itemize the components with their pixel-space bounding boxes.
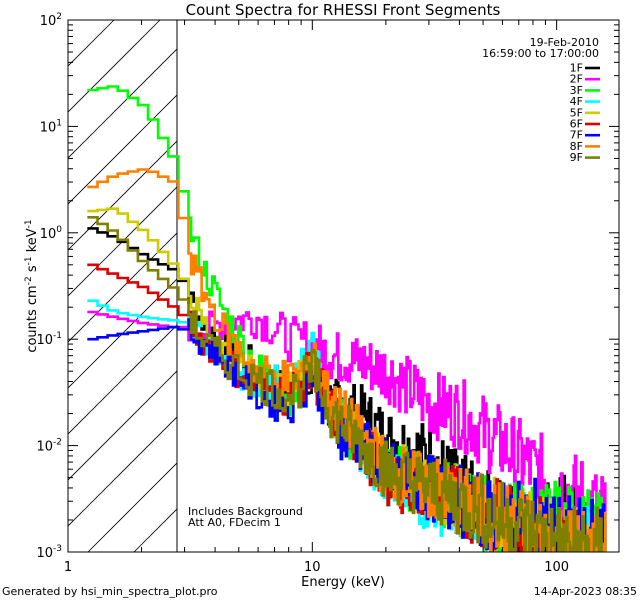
y-tick-label: 102: [40, 12, 62, 29]
legend-label: 2F: [570, 73, 583, 86]
footer-generator: Generated by hsi_min_spectra_plot.pro: [2, 585, 218, 598]
annotation-background: Includes Background: [188, 505, 303, 518]
hatch-line: [68, 278, 177, 389]
chart-title: Count Spectra for RHESSI Front Segments: [186, 1, 501, 19]
legend-label: 1F: [570, 62, 583, 75]
hatch-line: [68, 48, 177, 159]
excluded-region-hatch: [68, 20, 177, 552]
series-line-9F: [87, 216, 603, 552]
hatch-line: [68, 20, 115, 67]
hatch-line: [68, 186, 177, 297]
hatch-line: [68, 370, 177, 481]
annotation-attenuator: Att A0, FDecim 1: [188, 516, 281, 529]
series-line-3F: [87, 85, 606, 552]
series-line-8F: [87, 168, 607, 552]
legend-label: 4F: [570, 95, 583, 108]
x-tick-label: 100: [544, 560, 569, 575]
hatch-line: [68, 232, 177, 343]
hatch-line: [68, 416, 177, 527]
x-axis-label: Energy (keV): [301, 575, 385, 590]
legend-label: 7F: [570, 129, 583, 142]
y-tick-label: 10-2: [36, 438, 62, 455]
legend-label: 6F: [570, 118, 583, 131]
x-tick-label: 1: [64, 560, 72, 575]
hatch-line: [68, 94, 177, 205]
y-tick-label: 101: [40, 118, 62, 135]
date-label: 19-Feb-2010: [530, 36, 599, 49]
y-tick-label: 10-3: [36, 544, 62, 561]
legend-label: 9F: [570, 151, 583, 164]
y-tick-label: 100: [40, 225, 63, 242]
x-tick-label: 10: [304, 560, 321, 575]
legend-label: 8F: [570, 140, 583, 153]
hatch-line: [68, 20, 161, 113]
legend-label: 5F: [570, 106, 583, 119]
footer-timestamp: 14-Apr-2023 08:35: [534, 585, 637, 598]
series-line-2F: [87, 310, 607, 544]
y-axis-label: counts cm-2 s-1 keV-1: [24, 219, 40, 352]
plot-frame: [67, 19, 620, 553]
y-tick-label: 10-1: [36, 331, 62, 348]
legend-label: 3F: [570, 84, 583, 97]
time-range-label: 16:59:00 to 17:00:00: [482, 47, 599, 60]
